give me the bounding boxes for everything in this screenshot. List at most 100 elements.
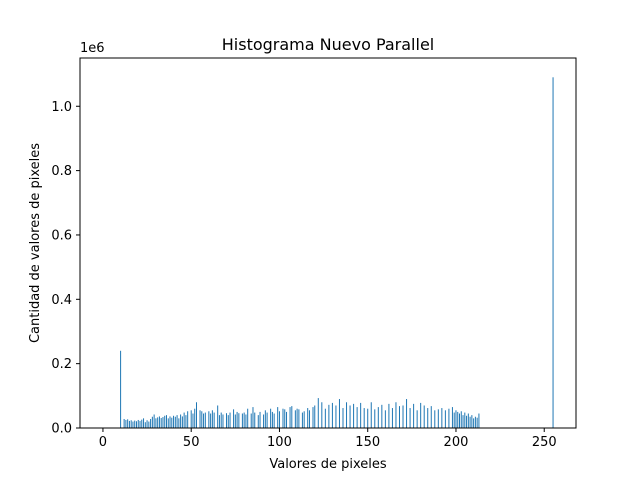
- histogram-bar: [284, 409, 286, 428]
- histogram-bar: [183, 412, 185, 428]
- histogram-bar: [289, 407, 291, 428]
- histogram-bar: [211, 410, 213, 428]
- x-tick-label: 0: [99, 435, 107, 450]
- histogram-bar: [478, 413, 480, 428]
- histogram-bar: [342, 408, 344, 428]
- histogram-bar: [199, 410, 201, 428]
- histogram-bar: [466, 415, 468, 428]
- histogram-bar: [423, 405, 425, 428]
- histogram-bar: [286, 411, 288, 428]
- histogram-bar: [444, 410, 446, 428]
- histogram-bar: [192, 413, 194, 428]
- histogram-bar: [171, 417, 173, 428]
- histogram-bar: [451, 407, 453, 428]
- histogram-bar: [448, 408, 450, 428]
- histogram-bar: [127, 419, 129, 428]
- histogram-bar: [277, 407, 279, 428]
- histogram-bar: [476, 417, 478, 428]
- histogram-bar: [252, 407, 254, 428]
- histogram-bar: [194, 408, 196, 428]
- histogram-bar: [377, 407, 379, 428]
- histogram-bar: [363, 408, 365, 428]
- histogram-bar: [273, 413, 275, 428]
- histogram-bar: [217, 405, 219, 428]
- histogram-bar: [162, 417, 164, 428]
- x-tick-label: 100: [267, 435, 292, 450]
- histogram-bar: [317, 398, 319, 428]
- y-tick-label: 1.0: [51, 100, 72, 115]
- histogram-bar: [388, 403, 390, 428]
- histogram-bar: [264, 410, 266, 428]
- histogram-bar: [176, 415, 178, 428]
- histogram-bar: [226, 413, 228, 428]
- histogram-bar: [210, 413, 212, 428]
- y-tick-label: 0.8: [51, 164, 72, 179]
- histogram-bar: [335, 405, 337, 428]
- x-tick-label: 150: [355, 435, 380, 450]
- histogram-bar: [153, 414, 155, 428]
- histogram-bar: [420, 402, 422, 428]
- histogram-bar: [222, 414, 224, 428]
- histogram-bar: [120, 350, 122, 428]
- histogram-bar: [278, 411, 280, 428]
- histogram-bar: [155, 418, 157, 428]
- plot-frame: [79, 57, 577, 429]
- histogram-bar: [201, 411, 203, 428]
- histogram-bar: [270, 408, 272, 428]
- histogram-bar: [370, 402, 372, 428]
- histogram-bar: [196, 402, 197, 428]
- histogram-bar: [238, 413, 240, 428]
- histogram-bar: [245, 414, 247, 428]
- histogram-bar: [158, 416, 160, 428]
- histogram-bar: [374, 409, 376, 428]
- histogram-bar: [427, 408, 429, 428]
- histogram-bar: [453, 412, 455, 428]
- histogram-bar: [208, 411, 210, 428]
- histogram-bar: [298, 409, 300, 428]
- histogram-bar: [474, 416, 476, 428]
- histogram-bar: [141, 419, 143, 428]
- histogram-bar: [473, 418, 475, 428]
- histogram-bar: [233, 409, 235, 428]
- histogram-bar: [229, 412, 231, 428]
- x-axis-label: Valores de pixeles: [269, 457, 387, 472]
- y-tick-label: 0.2: [51, 357, 72, 372]
- histogram-bar: [338, 399, 340, 428]
- histogram-bar: [437, 409, 439, 428]
- histogram-bar: [151, 416, 153, 428]
- histogram-bar: [266, 412, 268, 428]
- histogram-bar: [132, 421, 134, 428]
- histogram-bar: [331, 402, 333, 428]
- histogram-bar: [467, 413, 469, 428]
- histogram-bar: [220, 412, 222, 428]
- histogram-bar: [402, 405, 404, 428]
- y-scale-note: 1e6: [80, 41, 105, 56]
- histogram-bar: [125, 419, 127, 428]
- histogram-bar: [307, 408, 309, 428]
- histogram-bar: [227, 415, 229, 428]
- histogram-bar: [413, 403, 415, 428]
- histogram-bar: [160, 418, 162, 428]
- histogram-bar: [384, 410, 386, 428]
- histogram-bar: [406, 399, 408, 428]
- histogram-bar: [349, 405, 351, 428]
- histogram-bar: [150, 418, 152, 428]
- histogram-bar: [282, 408, 284, 428]
- chart-title: Histograma Nuevo Parallel: [222, 35, 434, 54]
- histogram-bar: [434, 410, 436, 428]
- histogram-bar: [367, 408, 369, 428]
- histogram-bar: [243, 412, 245, 428]
- histogram-bar: [247, 408, 249, 428]
- histogram-bar: [165, 415, 167, 428]
- histogram-bar: [441, 408, 443, 428]
- histogram-bar: [457, 411, 459, 428]
- histogram-bar: [455, 410, 457, 428]
- y-tick-label: 0.6: [51, 228, 72, 243]
- histogram-bar: [263, 414, 265, 428]
- histogram-bar: [460, 411, 462, 428]
- histogram-bar: [430, 406, 432, 428]
- histogram-bar: [123, 418, 125, 428]
- histogram-bar: [416, 410, 418, 428]
- histogram-bar: [164, 415, 166, 428]
- histogram-bar: [314, 405, 316, 428]
